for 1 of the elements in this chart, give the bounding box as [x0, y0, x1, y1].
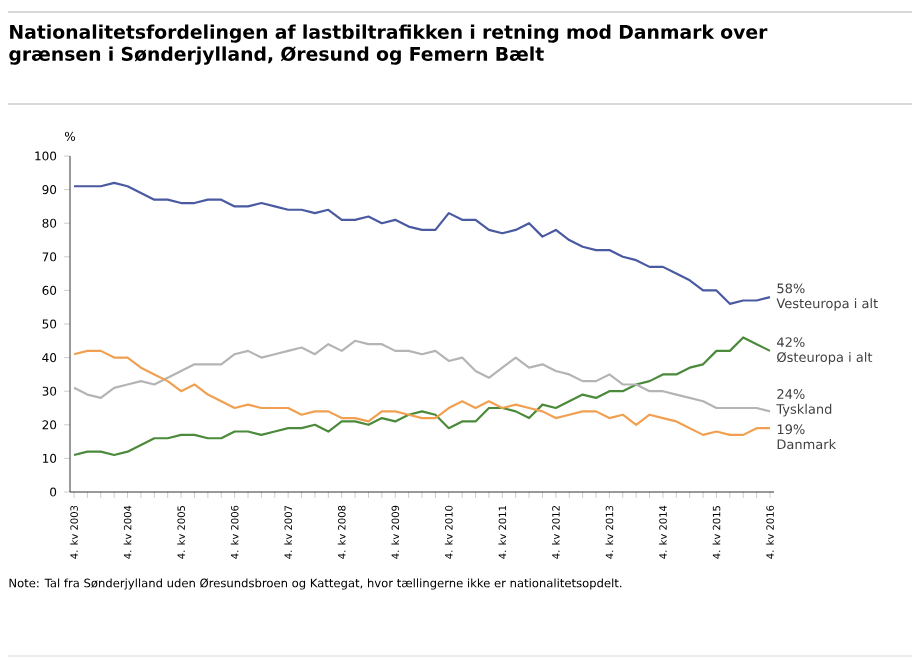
chart-title: Nationalitetsfordelingen af lastbiltrafikken i retning mod Danmark over grænsen i Sønderjylland, Øresund og Femern Bælt	[9, 24, 768, 65]
